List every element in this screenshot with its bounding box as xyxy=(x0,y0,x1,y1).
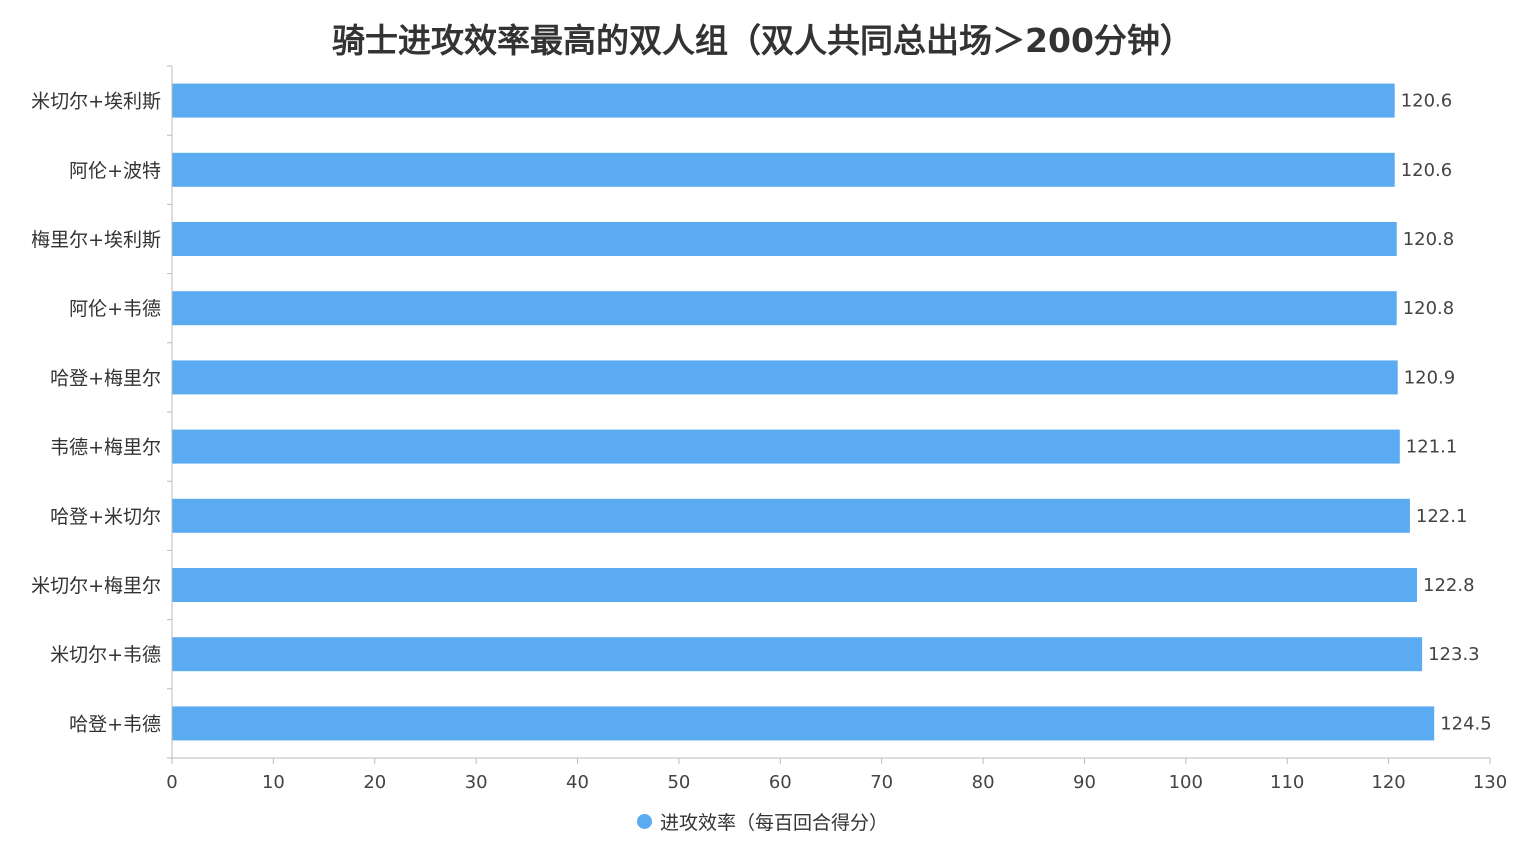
bar[interactable] xyxy=(172,706,1435,741)
category-label: 阿伦+韦德 xyxy=(69,298,161,320)
x-tick-label: 50 xyxy=(667,772,690,793)
x-tick-label: 20 xyxy=(363,772,386,793)
value-label: 120.6 xyxy=(1401,160,1453,181)
bar[interactable] xyxy=(172,429,1400,464)
x-tick-label: 40 xyxy=(566,772,589,793)
value-label: 122.8 xyxy=(1423,575,1475,596)
bars-layer xyxy=(172,83,1435,741)
category-label: 韦德+梅里尔 xyxy=(50,437,161,459)
value-label: 120.8 xyxy=(1403,298,1455,319)
x-tick-label: 10 xyxy=(262,772,285,793)
axes-layer xyxy=(167,65,1491,764)
category-label: 米切尔+韦德 xyxy=(50,644,161,666)
legend[interactable]: 进攻效率（每百回合得分） xyxy=(0,808,1525,835)
bar[interactable] xyxy=(172,152,1395,187)
chart-title: 骑士进攻效率最高的双人组（双人共同总出场＞200分钟） xyxy=(332,21,1193,60)
x-tick-label: 80 xyxy=(972,772,995,793)
x-tick-label: 60 xyxy=(769,772,792,793)
x-tick-label: 120 xyxy=(1371,772,1405,793)
x-tick-label: 130 xyxy=(1473,772,1507,793)
x-tick-label: 30 xyxy=(465,772,488,793)
value-label: 120.8 xyxy=(1403,229,1455,250)
x-tick-label: 0 xyxy=(166,772,177,793)
labels-layer: 米切尔+埃利斯 120.6 阿伦+波特 120.6 梅里尔+埃利斯 120.8 阿伦+韦德 1… xyxy=(31,91,1507,793)
value-label: 122.1 xyxy=(1416,506,1468,527)
category-label: 米切尔+埃利斯 xyxy=(31,91,161,113)
bar[interactable] xyxy=(172,83,1395,118)
category-label: 哈登+米切尔 xyxy=(50,506,161,528)
bar[interactable] xyxy=(172,360,1398,395)
x-tick-label: 110 xyxy=(1270,772,1304,793)
value-label: 123.3 xyxy=(1428,644,1480,665)
category-label: 米切尔+梅里尔 xyxy=(31,575,161,597)
category-label: 梅里尔+埃利斯 xyxy=(31,229,161,251)
bar[interactable] xyxy=(172,498,1410,533)
x-tick-label: 70 xyxy=(870,772,893,793)
x-tick-label: 90 xyxy=(1073,772,1096,793)
legend-label: 进攻效率（每百回合得分） xyxy=(659,812,888,834)
category-label: 哈登+梅里尔 xyxy=(50,367,161,389)
legend-marker xyxy=(636,814,652,829)
bar[interactable] xyxy=(172,568,1417,602)
bar[interactable] xyxy=(172,637,1423,672)
bar[interactable] xyxy=(172,291,1397,326)
value-label: 121.1 xyxy=(1406,437,1458,458)
category-label: 哈登+韦德 xyxy=(69,713,161,735)
category-label: 阿伦+波特 xyxy=(69,160,161,182)
value-label: 120.9 xyxy=(1404,367,1456,388)
bar[interactable] xyxy=(172,222,1397,256)
value-label: 120.6 xyxy=(1401,91,1453,112)
value-label: 124.5 xyxy=(1440,713,1492,734)
x-tick-label: 100 xyxy=(1169,772,1203,793)
